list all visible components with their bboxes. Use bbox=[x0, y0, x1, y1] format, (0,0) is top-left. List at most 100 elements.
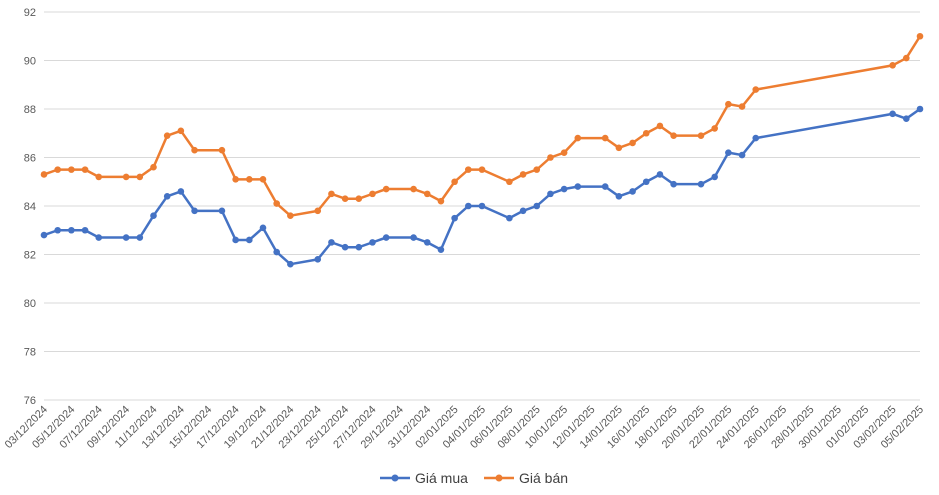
data-point bbox=[506, 214, 513, 222]
legend-marker bbox=[391, 474, 399, 482]
data-point bbox=[437, 197, 445, 205]
data-point bbox=[642, 129, 650, 137]
data-point bbox=[465, 202, 472, 210]
data-point bbox=[697, 132, 705, 139]
data-point bbox=[122, 234, 130, 241]
data-point bbox=[273, 200, 280, 207]
data-point bbox=[177, 127, 185, 135]
series-gia-mua bbox=[40, 105, 924, 268]
data-point bbox=[191, 207, 198, 215]
data-point bbox=[355, 243, 363, 251]
legend-item: Giá mua bbox=[380, 470, 468, 486]
data-point bbox=[259, 176, 267, 183]
data-point bbox=[95, 173, 103, 181]
data-point bbox=[410, 185, 417, 193]
data-point bbox=[670, 180, 677, 188]
data-point bbox=[382, 234, 390, 241]
data-point bbox=[341, 243, 349, 251]
data-point bbox=[287, 260, 294, 268]
series-gia-ban bbox=[40, 32, 924, 219]
data-point bbox=[218, 146, 226, 154]
data-point bbox=[314, 256, 322, 263]
series-line bbox=[42, 35, 922, 217]
data-point bbox=[163, 193, 171, 200]
data-point bbox=[629, 139, 636, 147]
data-point bbox=[560, 149, 568, 156]
data-point bbox=[725, 100, 732, 108]
data-point bbox=[287, 212, 294, 219]
data-point bbox=[81, 166, 89, 173]
data-point bbox=[163, 132, 171, 139]
data-point bbox=[670, 132, 677, 139]
data-point bbox=[725, 149, 732, 156]
data-point bbox=[903, 54, 910, 62]
data-point bbox=[601, 183, 609, 190]
data-point bbox=[355, 195, 363, 203]
data-point bbox=[547, 190, 554, 198]
data-point bbox=[136, 234, 144, 241]
x-axis-ticks: 03/12/202405/12/202407/12/202409/12/2024… bbox=[3, 404, 926, 451]
data-point bbox=[369, 190, 376, 198]
data-point bbox=[314, 207, 322, 215]
data-point bbox=[232, 176, 239, 183]
data-point bbox=[629, 188, 636, 195]
y-tick-label: 90 bbox=[24, 56, 36, 68]
y-tick-label: 86 bbox=[24, 153, 36, 165]
data-point bbox=[81, 226, 89, 234]
data-point bbox=[615, 144, 623, 152]
data-point bbox=[423, 239, 431, 246]
data-point bbox=[40, 231, 48, 239]
data-point bbox=[259, 224, 267, 232]
y-tick-label: 78 bbox=[24, 347, 36, 359]
y-tick-label: 76 bbox=[24, 395, 36, 407]
data-point bbox=[191, 146, 198, 154]
data-point bbox=[903, 115, 910, 122]
data-point bbox=[916, 32, 924, 40]
data-point bbox=[656, 171, 664, 178]
legend-label: Giá mua bbox=[415, 470, 468, 486]
data-point bbox=[656, 122, 664, 130]
data-point bbox=[615, 193, 623, 200]
data-point bbox=[889, 62, 896, 69]
data-point bbox=[95, 234, 103, 241]
data-point bbox=[54, 166, 61, 173]
data-point bbox=[451, 178, 458, 186]
data-point bbox=[68, 226, 75, 234]
legend: Giá mua Giá bán bbox=[380, 470, 568, 486]
data-point bbox=[601, 134, 609, 142]
y-tick-label: 84 bbox=[24, 201, 36, 213]
data-point bbox=[738, 151, 746, 159]
data-point bbox=[451, 214, 458, 222]
data-point bbox=[341, 195, 349, 203]
data-point bbox=[410, 234, 417, 241]
data-point bbox=[369, 239, 376, 246]
data-point bbox=[328, 239, 335, 246]
data-point bbox=[547, 154, 554, 161]
data-point bbox=[519, 207, 527, 215]
data-point bbox=[478, 166, 486, 173]
data-point bbox=[246, 236, 253, 244]
data-point bbox=[246, 176, 253, 183]
data-point bbox=[218, 207, 226, 215]
data-point bbox=[478, 202, 486, 210]
data-point bbox=[437, 246, 445, 253]
legend-label: Giá bán bbox=[519, 470, 568, 486]
data-point bbox=[150, 212, 157, 219]
data-point bbox=[916, 105, 924, 113]
data-point bbox=[711, 173, 718, 181]
data-point bbox=[560, 185, 568, 193]
data-point bbox=[752, 134, 760, 142]
data-point bbox=[122, 173, 130, 181]
data-point bbox=[136, 173, 144, 181]
y-tick-label: 92 bbox=[24, 7, 36, 19]
data-point bbox=[574, 183, 582, 190]
data-point bbox=[519, 171, 527, 178]
data-point bbox=[150, 163, 157, 171]
y-tick-label: 82 bbox=[24, 250, 36, 262]
legend-item: Giá bán bbox=[484, 470, 568, 486]
data-point bbox=[533, 166, 541, 173]
data-point bbox=[328, 190, 335, 198]
data-point bbox=[273, 248, 280, 256]
data-point bbox=[752, 86, 760, 93]
